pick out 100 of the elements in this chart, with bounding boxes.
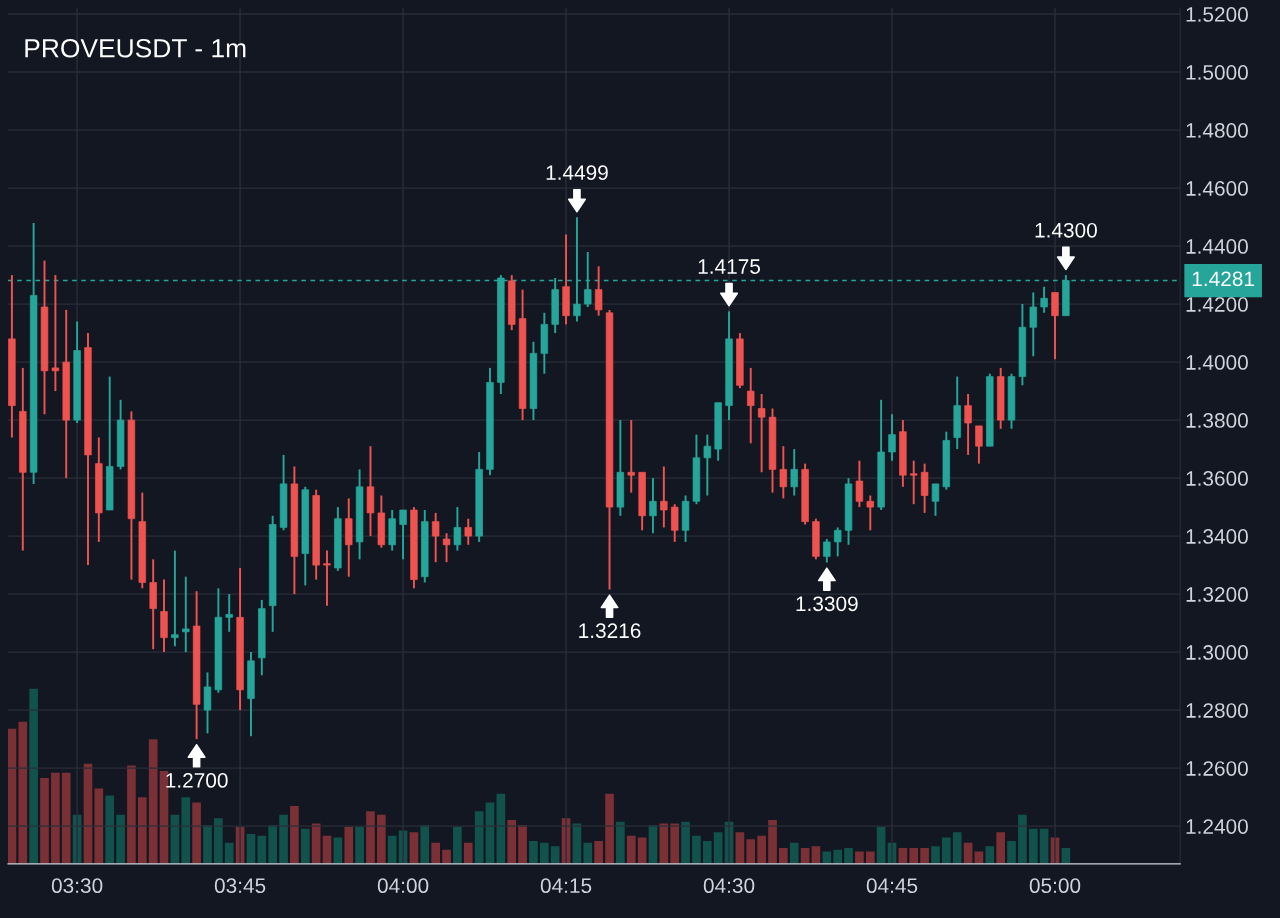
- bar: [268, 825, 278, 864]
- candlestick: [399, 509, 407, 561]
- annotation: 1.4300: [1035, 222, 1097, 238]
- bar: [746, 839, 756, 864]
- bar: [952, 832, 962, 864]
- bar: [94, 788, 104, 864]
- bar: [735, 832, 745, 864]
- bar: [181, 797, 191, 864]
- bar: [29, 688, 38, 864]
- ref-line-label: 1.4281: [1192, 271, 1254, 287]
- bar: [822, 851, 832, 864]
- bar: [224, 842, 234, 864]
- bar: [137, 797, 147, 864]
- y-tick-label: 1.5000: [1186, 65, 1248, 80]
- x-tick-label: 03:30: [51, 878, 103, 894]
- y-tick-label: 1.3800: [1186, 413, 1248, 428]
- bar: [713, 832, 723, 864]
- candlestick: [594, 265, 603, 317]
- annotation: 1.2700: [166, 773, 228, 788]
- bar: [377, 814, 386, 864]
- candlestick: [866, 494, 875, 532]
- bar: [105, 795, 115, 864]
- bar: [420, 825, 430, 864]
- bar: [529, 841, 538, 864]
- bar: [876, 827, 886, 864]
- bar: [757, 835, 766, 864]
- bar: [540, 842, 549, 864]
- annotation: 1.3309: [796, 596, 858, 612]
- bar: [865, 851, 875, 864]
- bar: [626, 835, 636, 864]
- candlestick: [975, 424, 983, 465]
- bar: [833, 849, 843, 864]
- bar: [453, 827, 462, 864]
- candlestick: [747, 366, 755, 445]
- bar: [1028, 828, 1038, 864]
- candlestick: [1029, 291, 1037, 358]
- bar: [1007, 841, 1016, 864]
- bar: [616, 821, 625, 864]
- bar: [214, 818, 223, 864]
- bar: [442, 849, 451, 864]
- bar: [18, 721, 28, 864]
- bar: [855, 851, 864, 864]
- candlestick: [1040, 285, 1048, 314]
- bar: [518, 825, 527, 864]
- y-tick-label: 1.3200: [1186, 587, 1248, 602]
- x-tick-label: 04:45: [866, 878, 918, 894]
- bar: [279, 814, 288, 864]
- candlestick: [442, 532, 451, 564]
- bar: [366, 811, 375, 864]
- bar: [344, 827, 354, 864]
- candlestick: [855, 459, 864, 509]
- bar: [594, 841, 603, 864]
- bar: [920, 848, 929, 864]
- y-tick-label: 1.3000: [1186, 645, 1248, 660]
- bar: [257, 835, 267, 864]
- candlestick: [431, 511, 440, 564]
- bar: [931, 846, 940, 864]
- candlestick: [182, 575, 190, 654]
- candlestick: [660, 465, 668, 529]
- annotation: 1.4499: [546, 165, 608, 180]
- candlestick: [910, 459, 918, 506]
- bar: [768, 819, 777, 864]
- bar: [51, 772, 60, 864]
- bar: [789, 842, 799, 864]
- candlestick: [203, 671, 212, 735]
- bar: [909, 848, 919, 864]
- y-tick-label: 1.4400: [1186, 239, 1248, 254]
- bar: [844, 848, 853, 864]
- y-tick-label: 1.4600: [1186, 181, 1248, 196]
- bar: [507, 819, 517, 864]
- x-tick-label: 05:00: [1029, 878, 1081, 894]
- bar: [681, 821, 690, 864]
- candlestick: [323, 549, 331, 607]
- bar: [246, 834, 256, 864]
- candlestick: [464, 517, 472, 546]
- y-tick-label: 1.2600: [1186, 761, 1248, 776]
- bar: [40, 777, 49, 864]
- y-tick-label: 1.3600: [1186, 471, 1248, 486]
- bar: [670, 823, 680, 864]
- candlestick: [671, 503, 679, 543]
- bar: [148, 739, 158, 864]
- x-tick-label: 03:45: [214, 878, 266, 894]
- y-tick-label: 1.4000: [1186, 355, 1248, 370]
- x-tick-label: 04:30: [703, 878, 755, 894]
- bar: [192, 802, 201, 864]
- candlestick: [51, 274, 60, 393]
- y-tick-label: 1.3400: [1186, 529, 1248, 544]
- candlestick: [757, 393, 766, 474]
- candlestick: [931, 482, 940, 517]
- bar: [300, 828, 310, 864]
- annotation: 1.3216: [579, 623, 641, 639]
- candlestick: [964, 393, 972, 456]
- x-tick-label: 04:00: [377, 878, 429, 894]
- bar: [127, 765, 136, 864]
- bar: [702, 841, 712, 864]
- candlestick: [779, 445, 788, 500]
- bar: [779, 848, 788, 864]
- bar: [355, 827, 364, 864]
- candlestick: [171, 549, 179, 648]
- text: PROVEUSDT - 1m: [25, 38, 246, 58]
